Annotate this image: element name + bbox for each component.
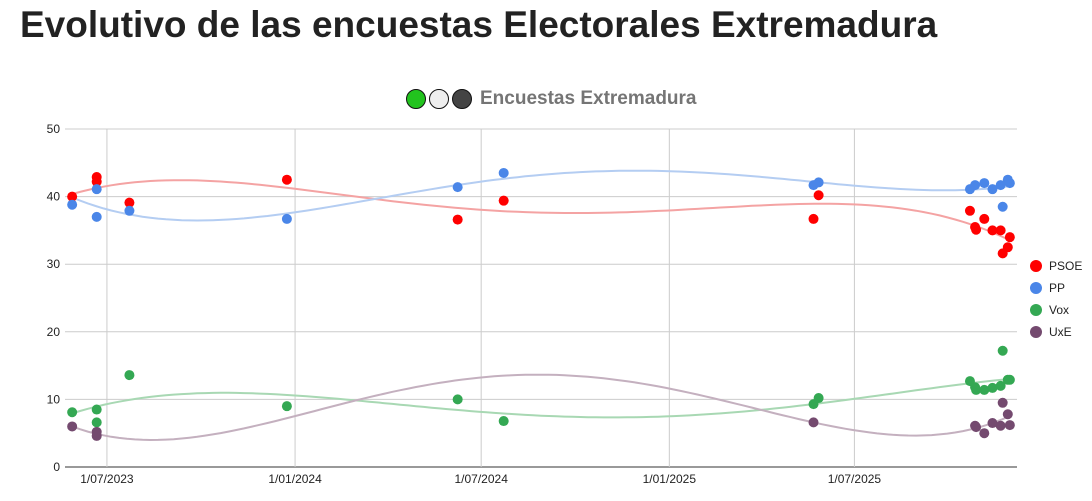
page-title: Evolutivo de las encuestas Electorales E… bbox=[20, 4, 938, 45]
y-tick-label: 40 bbox=[47, 190, 61, 204]
white-circle-icon bbox=[429, 89, 449, 109]
legend-marker-vox bbox=[1030, 304, 1042, 316]
data-point-pp bbox=[91, 184, 102, 195]
chart-header: Encuestas Extremadura bbox=[406, 88, 697, 110]
data-point-psoe bbox=[67, 191, 78, 202]
data-point-psoe bbox=[124, 197, 135, 208]
y-tick-label: 10 bbox=[47, 392, 61, 406]
data-point-uxe bbox=[997, 397, 1008, 408]
data-point-pp bbox=[281, 213, 292, 224]
data-point-uxe bbox=[67, 421, 78, 432]
x-tick-label: 1/07/2025 bbox=[828, 472, 882, 486]
y-tick-label: 20 bbox=[47, 325, 61, 339]
y-tick-label: 50 bbox=[47, 122, 61, 136]
data-point-vox bbox=[452, 394, 463, 405]
data-point-psoe bbox=[971, 224, 982, 235]
data-point-vox bbox=[124, 370, 135, 381]
data-point-vox bbox=[1004, 374, 1015, 385]
data-point-uxe bbox=[995, 420, 1006, 431]
data-point-psoe bbox=[452, 214, 463, 225]
x-tick-label: 1/07/2024 bbox=[454, 472, 508, 486]
data-point-uxe bbox=[91, 430, 102, 441]
data-point-pp bbox=[452, 182, 463, 193]
data-point-vox bbox=[91, 417, 102, 428]
data-point-vox bbox=[281, 401, 292, 412]
data-point-psoe bbox=[1004, 232, 1015, 243]
data-point-uxe bbox=[979, 428, 990, 439]
data-point-psoe bbox=[498, 195, 509, 206]
data-point-pp bbox=[995, 180, 1006, 191]
y-tick-label: 0 bbox=[53, 460, 60, 474]
legend-marker-pp bbox=[1030, 282, 1042, 294]
data-point-pp bbox=[1004, 178, 1015, 189]
legend-label-vox: Vox bbox=[1049, 303, 1069, 317]
data-point-pp bbox=[67, 199, 78, 210]
dark-circle-icon bbox=[452, 89, 472, 109]
y-tick-label: 30 bbox=[47, 257, 61, 271]
data-point-psoe bbox=[964, 205, 975, 216]
data-point-pp bbox=[813, 177, 824, 188]
trendline-psoe bbox=[71, 179, 1011, 242]
data-point-psoe bbox=[995, 225, 1006, 236]
data-point-vox bbox=[979, 384, 990, 395]
data-point-psoe bbox=[813, 190, 824, 201]
legend-label-psoe: PSOE bbox=[1049, 259, 1082, 273]
data-point-uxe bbox=[808, 417, 819, 428]
legend-label-pp: PP bbox=[1049, 281, 1065, 295]
data-point-vox bbox=[971, 384, 982, 395]
trendline-uxe bbox=[71, 373, 1011, 442]
data-point-psoe bbox=[91, 176, 102, 187]
data-point-vox bbox=[91, 404, 102, 415]
green-circle-icon bbox=[406, 89, 426, 109]
legend-marker-uxe bbox=[1030, 326, 1042, 338]
data-point-psoe bbox=[987, 225, 998, 236]
legend-marker-psoe bbox=[1030, 260, 1042, 272]
data-point-pp bbox=[124, 205, 135, 216]
data-point-pp bbox=[997, 201, 1008, 212]
data-point-pp bbox=[970, 180, 981, 191]
data-point-vox bbox=[67, 407, 78, 418]
data-point-vox bbox=[813, 393, 824, 404]
x-tick-label: 1/01/2024 bbox=[268, 472, 322, 486]
data-point-vox bbox=[987, 382, 998, 393]
data-point-uxe bbox=[971, 422, 982, 433]
data-point-pp bbox=[987, 184, 998, 195]
data-point-uxe bbox=[1002, 409, 1013, 420]
data-point-vox bbox=[997, 345, 1008, 356]
trendline-pp bbox=[71, 169, 1010, 222]
data-point-psoe bbox=[979, 213, 990, 224]
data-point-psoe bbox=[808, 213, 819, 224]
data-point-uxe bbox=[1004, 420, 1015, 431]
data-point-pp bbox=[979, 178, 990, 189]
x-tick-label: 1/01/2025 bbox=[643, 472, 697, 486]
trendline-vox bbox=[71, 377, 1010, 419]
data-point-pp bbox=[91, 211, 102, 222]
chart-title: Encuestas Extremadura bbox=[480, 88, 697, 109]
data-point-pp bbox=[498, 167, 509, 178]
data-point-vox bbox=[995, 380, 1006, 391]
data-point-uxe bbox=[987, 418, 998, 429]
legend-label-uxe: UxE bbox=[1049, 325, 1072, 339]
data-point-psoe bbox=[281, 174, 292, 185]
data-point-psoe bbox=[1002, 242, 1013, 253]
data-point-vox bbox=[498, 416, 509, 427]
x-tick-label: 1/07/2023 bbox=[80, 472, 134, 486]
